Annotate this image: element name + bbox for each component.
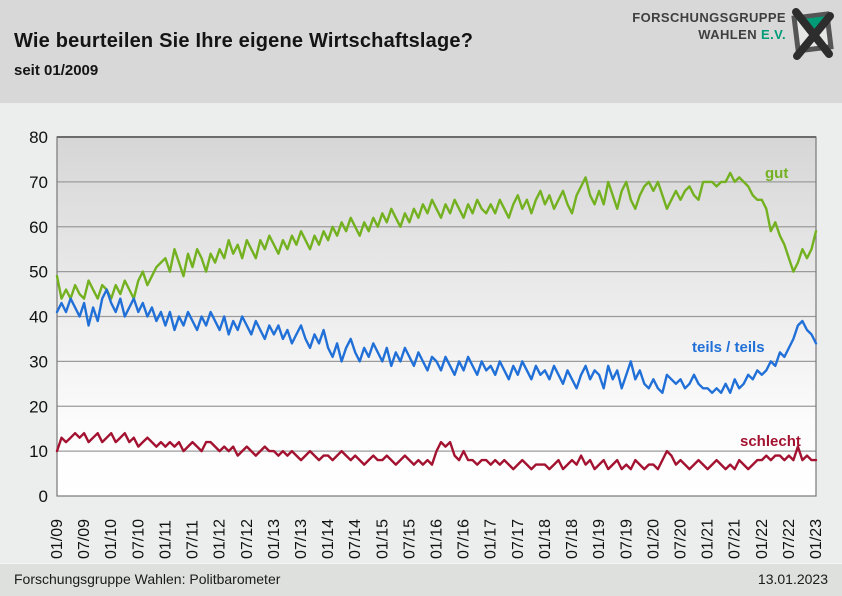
logo-suffix: E.V.	[761, 27, 786, 42]
x-tick-label-01-09: 01/09	[49, 519, 66, 559]
y-tick-label-20: 20	[29, 397, 48, 416]
y-tick-label-10: 10	[29, 442, 48, 461]
x-tick-label-07-16: 07/16	[456, 519, 473, 559]
series-label-teils-teils: teils / teils	[692, 339, 765, 356]
x-tick-label-01-18: 01/18	[537, 519, 554, 559]
x-tick-label-07-21: 07/21	[727, 519, 744, 559]
footer: Forschungsgruppe Wahlen: Politbarometer …	[0, 563, 842, 596]
logo-line2: WAHLEN E.V.	[698, 27, 786, 42]
y-tick-label-30: 30	[29, 352, 48, 371]
header: Wie beurteilen Sie Ihre eigene Wirtschaf…	[0, 0, 842, 103]
x-tick-label-01-12: 01/12	[212, 519, 229, 559]
date-text: 13.01.2023	[757, 571, 828, 587]
x-tick-label-01-16: 01/16	[429, 519, 446, 559]
x-tick-label-01-20: 01/20	[645, 519, 662, 559]
page-title: Wie beurteilen Sie Ihre eigene Wirtschaf…	[14, 30, 474, 52]
x-tick-label-07-15: 07/15	[401, 519, 418, 559]
x-tick-label-01-19: 01/19	[591, 519, 608, 559]
x-tick-label-01-14: 01/14	[320, 519, 337, 559]
x-tick-label-01-23: 01/23	[808, 519, 825, 559]
y-tick-label-70: 70	[29, 173, 48, 192]
x-tick-label-01-17: 01/17	[483, 519, 500, 559]
series-line-gut	[55, 171, 818, 300]
x-tick-label-07-20: 07/20	[672, 519, 689, 559]
x-tick-label-07-18: 07/18	[564, 519, 581, 559]
plot-background	[57, 137, 816, 496]
source-text: Forschungsgruppe Wahlen: Politbarometer	[14, 571, 281, 587]
plot-border	[56, 136, 817, 497]
x-tick-label-01-22: 01/22	[754, 519, 771, 559]
x-tick-label-01-13: 01/13	[266, 519, 283, 559]
series-label-gut: gut	[765, 165, 788, 182]
x-tick-label-07-12: 07/12	[239, 519, 256, 559]
logo-line1: FORSCHUNGSGRUPPE	[632, 10, 786, 25]
logo-x-stroke	[793, 12, 834, 60]
x-tick-label-01-10: 01/10	[103, 519, 120, 559]
x-tick-label-01-21: 01/21	[700, 519, 717, 559]
series-line-schlecht	[55, 432, 818, 471]
x-tick-label-07-10: 07/10	[130, 519, 147, 559]
x-tick-label-01-11: 01/11	[157, 520, 174, 559]
fgw-x-square-icon	[791, 8, 834, 60]
page-subtitle: seit 01/2009	[14, 62, 99, 79]
y-tick-label-50: 50	[29, 263, 48, 282]
x-tick-label-01-15: 01/15	[374, 519, 391, 559]
x-tick-label-07-17: 07/17	[510, 519, 527, 559]
y-tick-label-80: 80	[29, 128, 48, 147]
series-label-schlecht: schlecht	[740, 433, 801, 450]
x-tick-label-07-11: 07/11	[185, 520, 202, 559]
series-line-teils-teils	[55, 288, 818, 394]
x-tick-label-07-13: 07/13	[293, 519, 310, 559]
y-tick-label-60: 60	[29, 218, 48, 237]
logo-text: FORSCHUNGSGRUPPE WAHLEN E.V.	[632, 9, 786, 43]
x-tick-label-07-19: 07/19	[618, 519, 635, 559]
x-tick-label-07-09: 07/09	[76, 519, 93, 559]
y-tick-label-40: 40	[29, 308, 48, 327]
x-tick-label-07-14: 07/14	[347, 519, 364, 559]
x-tick-label-07-22: 07/22	[781, 519, 798, 559]
y-tick-label-0: 0	[39, 487, 48, 506]
